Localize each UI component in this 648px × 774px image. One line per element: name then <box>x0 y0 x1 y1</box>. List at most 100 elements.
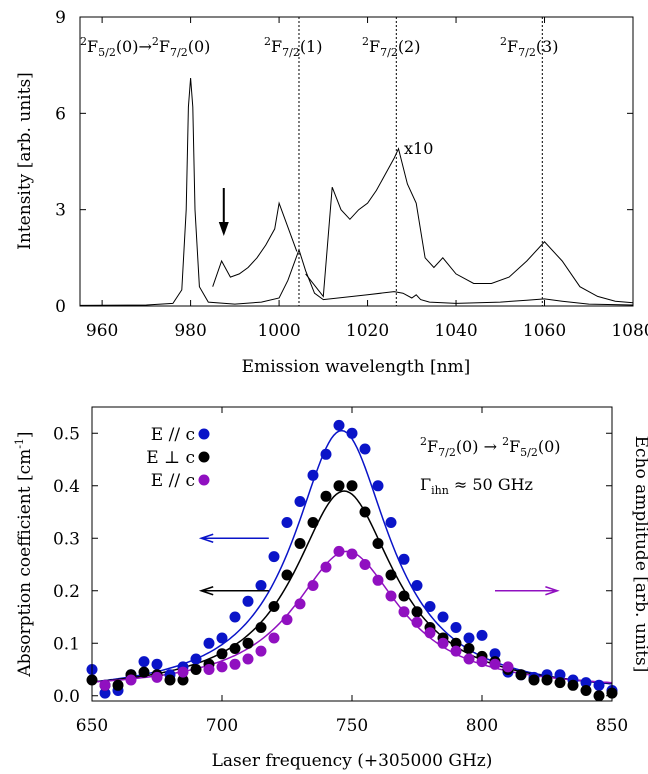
data-point <box>450 645 462 657</box>
data-point <box>580 685 592 696</box>
data-point <box>216 661 228 673</box>
data-point <box>203 664 215 675</box>
data-point <box>294 538 306 549</box>
label-peak2: 2F7/2(2) <box>362 35 420 59</box>
label-gamma: Γihn ≈ 50 GHz <box>420 475 533 497</box>
data-point <box>372 574 384 586</box>
data-points <box>86 419 618 702</box>
data-point <box>255 622 267 633</box>
spectrum-series <box>79 77 634 306</box>
arrow-head <box>218 222 229 236</box>
y-tick-label: 0.2 <box>53 582 80 602</box>
data-point <box>268 601 280 612</box>
data-point <box>437 637 449 649</box>
legend-marker-black <box>198 451 210 463</box>
data-point <box>476 656 488 668</box>
data-point <box>320 448 332 460</box>
data-point <box>229 611 241 623</box>
legend-label-black: E ⊥ c <box>146 448 195 468</box>
data-point <box>489 658 501 670</box>
label-peak0: 2F5/2(0)→2F7/2(0) <box>80 35 210 59</box>
data-point <box>489 648 501 660</box>
data-point <box>398 590 410 602</box>
y-tick-label: 0.4 <box>53 477 80 497</box>
data-point <box>190 664 202 675</box>
data-point <box>320 490 332 502</box>
data-point <box>593 690 605 702</box>
data-point <box>320 561 332 573</box>
absorption-panel: 650 700 750 800 850 0.0 0.1 0.2 0.3 0.4 0.5 E // c… <box>13 406 648 771</box>
data-point <box>281 614 293 626</box>
data-point <box>255 645 267 657</box>
data-point <box>346 427 358 439</box>
data-point <box>242 653 254 665</box>
data-point <box>216 648 228 660</box>
top-plot-frame <box>79 16 634 307</box>
down-arrow-icon <box>218 188 229 236</box>
data-point <box>138 666 150 678</box>
data-point <box>359 559 371 570</box>
data-point <box>528 674 540 686</box>
legend-marker-blue <box>198 428 210 440</box>
spectrum-line <box>212 147 634 304</box>
data-point <box>333 419 345 431</box>
top-ylabel: Intensity [arb. units] <box>15 72 35 250</box>
x-tick-label: 980 <box>174 321 206 341</box>
data-point <box>463 653 475 665</box>
data-point <box>476 629 488 641</box>
x-tick-label: 650 <box>76 716 108 736</box>
fit-curve <box>91 550 613 684</box>
axis-arrows <box>198 533 560 596</box>
legend-marker-purple <box>198 474 210 486</box>
x-tick-label: 1060 <box>523 321 566 341</box>
data-point <box>125 674 137 686</box>
data-point <box>424 601 436 612</box>
data-point <box>541 674 553 686</box>
data-point <box>112 679 124 691</box>
arrow-left-icon <box>198 533 214 543</box>
data-point <box>554 669 566 681</box>
data-point <box>242 595 254 607</box>
arrow-left-icon <box>198 586 214 596</box>
x-tick-label: 700 <box>206 716 238 736</box>
data-point <box>281 517 293 528</box>
data-point <box>359 506 371 518</box>
data-point <box>398 606 410 618</box>
data-point <box>268 632 280 644</box>
data-point <box>151 671 163 683</box>
data-point <box>385 590 397 602</box>
data-point <box>411 606 423 618</box>
marker-lines <box>298 17 543 306</box>
spectrum-line <box>79 77 634 306</box>
data-point <box>216 632 228 644</box>
legend-label-blue: E // c <box>151 425 195 445</box>
y-tick-label: 0 <box>55 297 66 317</box>
legend: E // c E ⊥ c E // c <box>146 425 210 491</box>
data-point <box>554 677 566 689</box>
data-point <box>203 637 215 649</box>
x-tick-label: 750 <box>336 716 368 736</box>
data-point <box>463 643 475 654</box>
data-point <box>151 658 163 670</box>
top-xlabel: Emission wavelength [nm] <box>242 357 471 377</box>
legend-label-purple: E // c <box>151 471 195 491</box>
label-scale: x10 <box>404 139 433 158</box>
data-point <box>411 616 423 628</box>
data-point <box>359 443 371 455</box>
data-point <box>190 653 202 665</box>
data-point <box>372 480 384 492</box>
data-point <box>502 661 514 673</box>
y-tick-label: 6 <box>55 104 66 124</box>
data-point <box>229 658 241 670</box>
x-tick-label: 1040 <box>434 321 477 341</box>
y-tick-label: 0.0 <box>53 687 80 707</box>
y-tick-label: 0.5 <box>53 424 80 444</box>
data-point <box>385 569 397 581</box>
data-point <box>372 538 384 549</box>
data-point <box>450 637 462 649</box>
data-point <box>580 677 592 689</box>
data-point <box>333 480 345 492</box>
